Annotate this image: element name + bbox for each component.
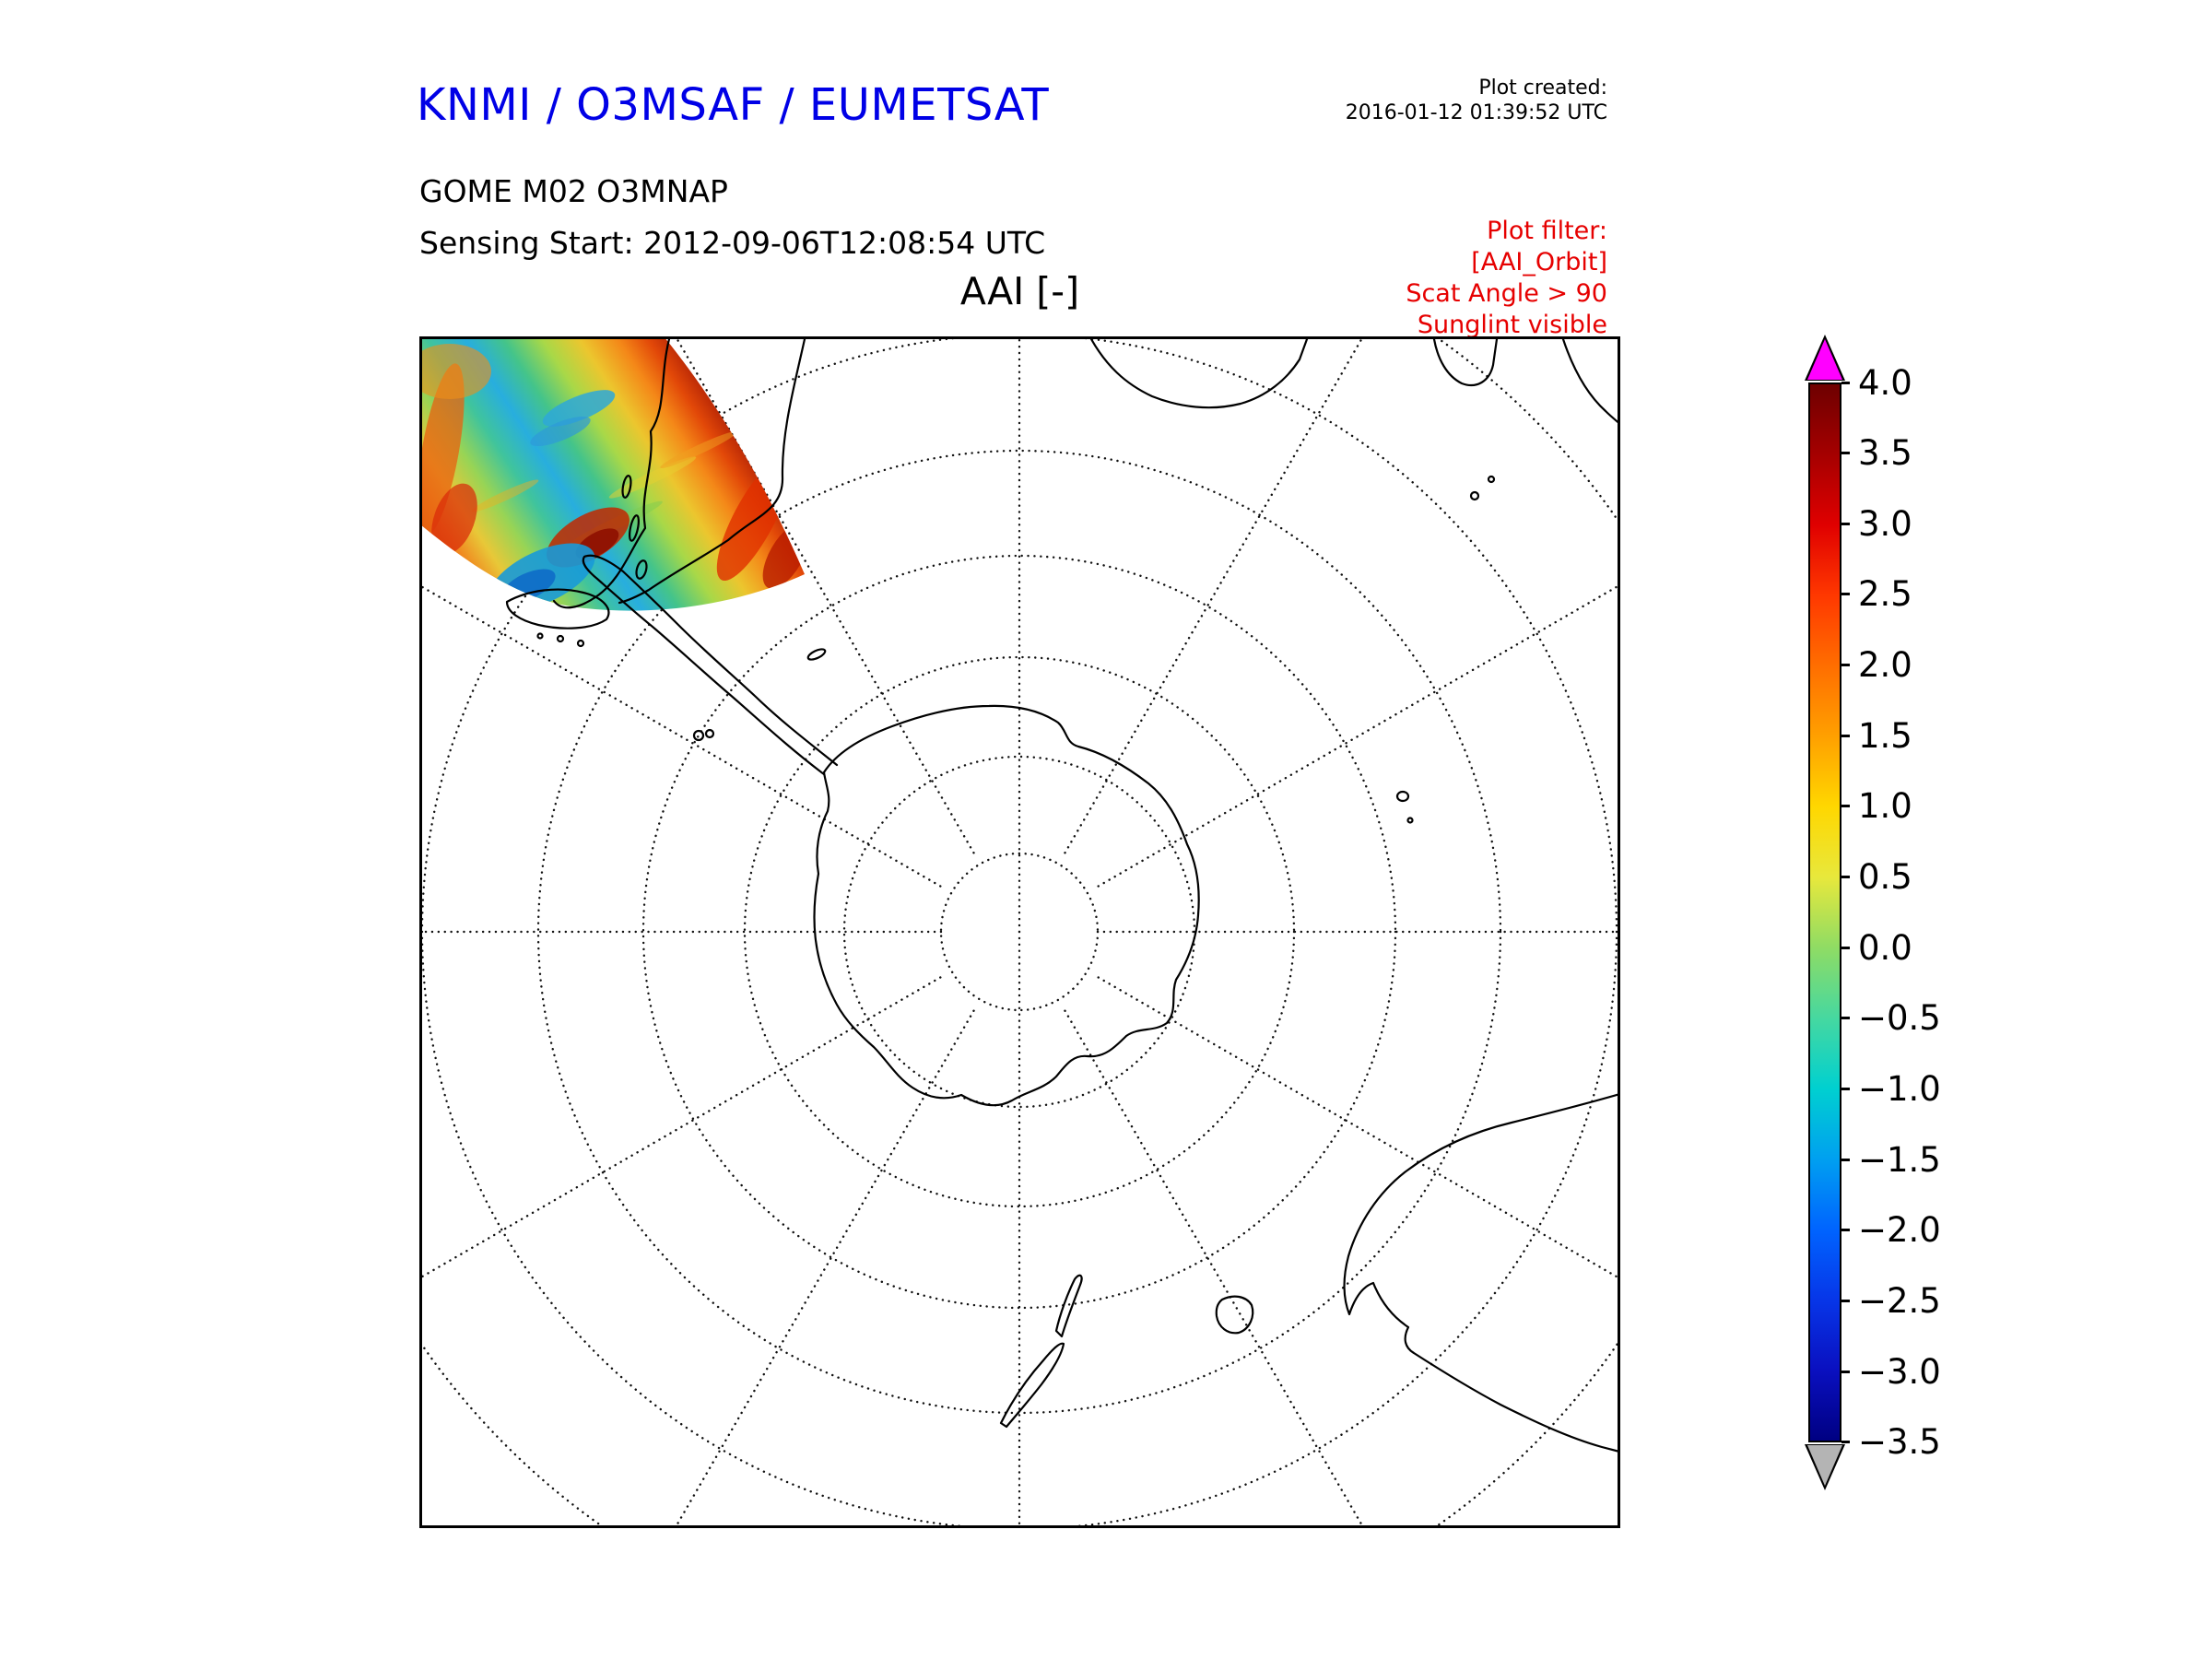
colorbar-tick: 0.5	[1841, 857, 1941, 898]
colorbar-tick-label: 2.0	[1858, 645, 1912, 686]
colorbar-tick: 4.0	[1841, 362, 1941, 403]
colorbar-tick: 1.5	[1841, 715, 1941, 756]
colorbar-tickmark	[1841, 1370, 1850, 1373]
island	[621, 475, 632, 499]
satellite-swath	[422, 339, 805, 611]
colorbar-tickmark	[1841, 734, 1850, 737]
plot-created-block: Plot created: 2016-01-12 01:39:52 UTC	[1346, 76, 1607, 125]
coastline-corner	[1561, 339, 1618, 424]
colorbar-tick-label: −3.5	[1858, 1422, 1941, 1463]
colorbar-tick: 3.5	[1841, 433, 1941, 474]
colorbar-tick-label: 2.5	[1858, 574, 1912, 615]
page-title: KNMI / O3MSAF / EUMETSAT	[417, 79, 1050, 131]
colorbar-tick-label: 0.5	[1858, 857, 1912, 898]
colorbar-tick: 3.0	[1841, 503, 1941, 544]
plot-filter-label: Plot filter:	[1487, 217, 1607, 245]
colorbar-tickmark	[1841, 1441, 1850, 1444]
island-heard	[1406, 817, 1414, 824]
colorbar-tickmark	[1841, 522, 1850, 525]
island-falklands	[704, 728, 715, 739]
plot-filter-lines: [AAI_Orbit] Scat Angle > 90 Sunglint visib…	[1406, 247, 1607, 341]
island	[635, 559, 648, 580]
island	[629, 514, 640, 542]
colorbar-tickmark	[1841, 452, 1850, 455]
colorbar-tickmark	[1841, 1300, 1850, 1303]
colorbar-tick: −2.0	[1841, 1210, 1941, 1251]
polar-map	[419, 336, 1620, 1528]
colorbar-tick: −0.5	[1841, 998, 1941, 1039]
colorbar-tickmark	[1841, 1229, 1850, 1232]
plot-filter-block: Plot filter: [AAI_Orbit] Scat Angle > 90 S…	[1406, 216, 1607, 341]
colorbar-tick-label: −1.0	[1858, 1069, 1941, 1110]
colorbar-tick: −1.5	[1841, 1139, 1941, 1180]
colorbar-tick: −3.0	[1841, 1351, 1941, 1392]
colorbar-tick-label: −3.0	[1858, 1351, 1941, 1392]
colorbar-tickmark	[1841, 1088, 1850, 1091]
colorbar-tickmark	[1841, 946, 1850, 949]
colorbar-tick: −1.0	[1841, 1069, 1941, 1110]
colorbar-tick: 2.0	[1841, 645, 1941, 686]
coastline-antarctic-peninsula	[582, 554, 839, 776]
colorbar-labels: 4.0 3.5 3.0 2.5 2.0	[1841, 362, 1941, 1463]
coastline-tasmania	[1215, 1295, 1254, 1335]
colorbar-tick: 1.0	[1841, 786, 1941, 827]
island	[1487, 475, 1496, 484]
colorbar-tick-label: −1.5	[1858, 1139, 1941, 1180]
coastline-madagascar	[1432, 339, 1499, 387]
colorbar-over-triangle	[1807, 339, 1842, 380]
colorbar-tickmark	[1841, 381, 1850, 384]
plot-filter-line: Sunglint visible	[1417, 311, 1607, 339]
colorbar-tick-label: 3.0	[1858, 503, 1912, 544]
coastlines	[505, 339, 1618, 1453]
colorbar-tickmark	[1841, 1158, 1850, 1161]
coastline-africa	[1089, 339, 1309, 409]
island	[1469, 490, 1480, 501]
colorbar-tick-label: 1.0	[1858, 786, 1912, 827]
plot-filter-line: [AAI_Orbit]	[1471, 248, 1607, 276]
colorbar-under-triangle	[1807, 1445, 1842, 1486]
colorbar-tick-label: 3.5	[1858, 433, 1912, 474]
coastline-south-america-west	[552, 339, 671, 609]
island-kerguelen	[1395, 790, 1410, 803]
colorbar-gradient	[1808, 382, 1841, 1442]
island	[576, 639, 585, 648]
coastline-antarctica	[813, 704, 1200, 1107]
island-falklands	[692, 729, 705, 742]
colorbar-tick-label: 1.5	[1858, 715, 1912, 756]
island	[536, 632, 544, 640]
coastline-australia	[1343, 1093, 1618, 1453]
map-canvas	[422, 339, 1618, 1525]
colorbar-tick-label: −2.0	[1858, 1210, 1941, 1251]
instrument-line: GOME M02 O3MNAP	[419, 173, 728, 209]
island-south-georgia	[806, 648, 827, 661]
swath-band	[422, 339, 805, 611]
coastline-south-america-east	[618, 339, 806, 605]
sensing-start-line: Sensing Start: 2012-09-06T12:08:54 UTC	[419, 225, 1046, 261]
colorbar-tick: 0.0	[1841, 927, 1941, 968]
colorbar-tick-label: −0.5	[1858, 998, 1941, 1039]
colorbar-tickmark	[1841, 876, 1850, 879]
colorbar-tickmark	[1841, 1017, 1850, 1020]
colorbar-tick: −3.5	[1841, 1422, 1941, 1463]
colorbar-tickmark	[1841, 593, 1850, 596]
colorbar-tickmark	[1841, 805, 1850, 808]
coastline-tierra-del-fuego	[505, 588, 610, 629]
coastline-nz-south-island	[999, 1342, 1065, 1429]
colorbar-tick-label: 4.0	[1858, 362, 1912, 403]
island	[556, 634, 565, 643]
plot-created-label: Plot created:	[1478, 76, 1607, 100]
colorbar-tick-label: −2.5	[1858, 1281, 1941, 1322]
coastline-nz-north-island	[1054, 1274, 1083, 1338]
graticule-meridians	[422, 339, 1618, 1525]
map-title: AAI [-]	[959, 269, 1080, 313]
colorbar-tick-label: 0.0	[1858, 927, 1912, 968]
colorbar-tick: 2.5	[1841, 574, 1941, 615]
plot-filter-line: Scat Angle > 90	[1406, 279, 1607, 308]
colorbar-tickmark	[1841, 664, 1850, 667]
plot-created-value: 2016-01-12 01:39:52 UTC	[1345, 101, 1607, 124]
colorbar-tick: −2.5	[1841, 1281, 1941, 1322]
